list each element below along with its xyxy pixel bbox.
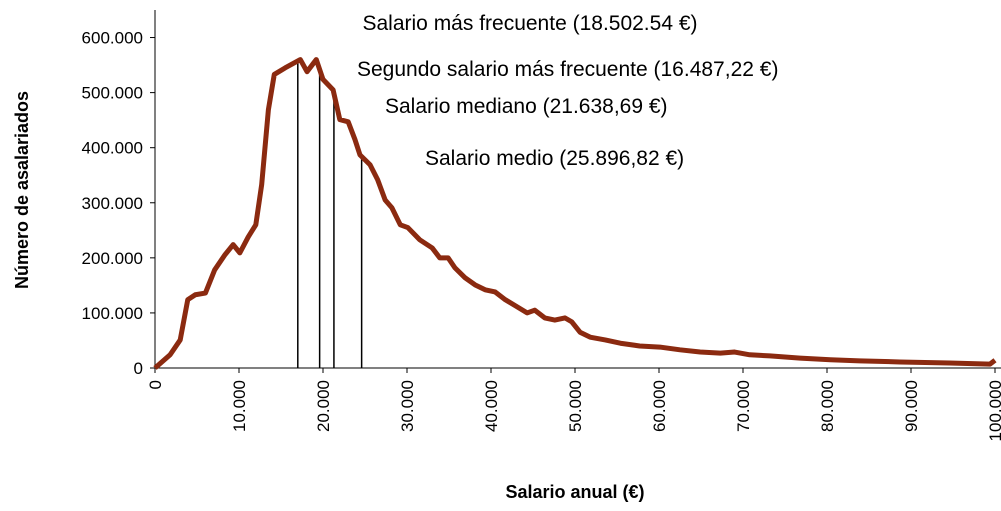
x-tick-label: 90.000 [902, 380, 921, 432]
y-tick-label: 400.000 [82, 139, 143, 158]
annotation: Salario medio (25.896,82 €) [425, 147, 684, 170]
x-tick-label: 10.000 [230, 380, 249, 432]
x-axis-label: Salario anual (€) [505, 482, 644, 502]
annotation: Salario más frecuente (18.502.54 €) [362, 12, 697, 35]
x-tick-label: 50.000 [566, 380, 585, 432]
y-axis-label: Número de asalariados [12, 91, 32, 289]
annotation: Segundo salario más frecuente (16.487,22… [357, 58, 778, 81]
y-tick-label: 100.000 [82, 304, 143, 323]
x-tick-label: 100.000 [986, 380, 1001, 441]
y-tick-label: 300.000 [82, 194, 143, 213]
x-tick-label: 0 [146, 380, 165, 389]
annotation: Salario mediano (21.638,69 €) [385, 95, 668, 118]
y-tick-label: 0 [134, 359, 143, 378]
x-tick-label: 40.000 [482, 380, 501, 432]
y-tick-label: 500.000 [82, 84, 143, 103]
x-tick-label: 80.000 [818, 380, 837, 432]
x-tick-label: 20.000 [314, 380, 333, 432]
y-tick-label: 600.000 [82, 29, 143, 48]
x-tick-label: 70.000 [734, 380, 753, 432]
line [153, 57, 997, 370]
x-tick-label: 60.000 [650, 380, 669, 432]
y-tick-label: 200.000 [82, 249, 143, 268]
x-tick-label: 30.000 [398, 380, 417, 432]
